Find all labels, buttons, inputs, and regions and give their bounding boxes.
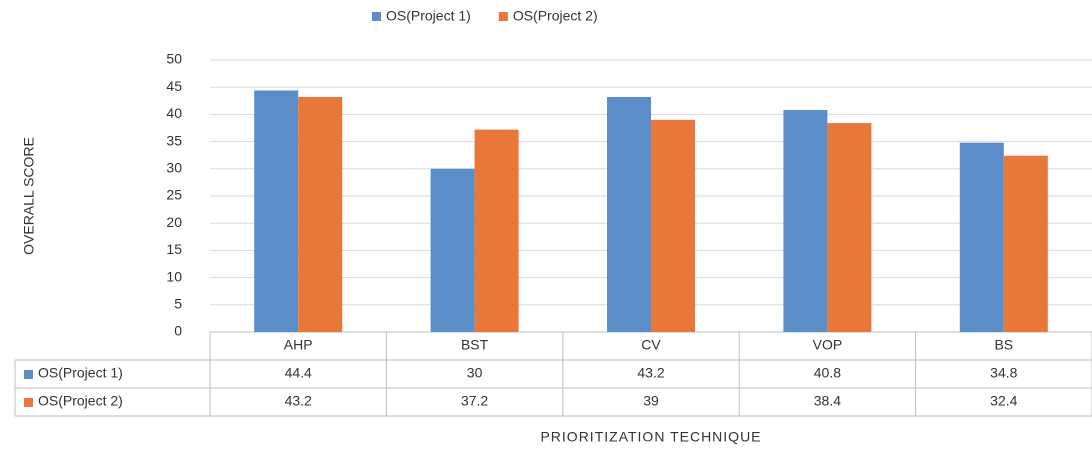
table-swatch	[24, 370, 33, 379]
bar	[474, 129, 519, 332]
table-value: 37.2	[461, 393, 488, 409]
bar	[254, 90, 299, 333]
y-tick-label: 30	[166, 160, 182, 176]
x-tick-label: CV	[641, 337, 661, 353]
bar	[607, 96, 651, 332]
table-swatch	[24, 398, 33, 407]
x-axis-label: PRIORITIZATION TECHNIQUE	[540, 429, 761, 445]
legend-swatch	[372, 12, 381, 21]
bar	[783, 110, 828, 332]
y-tick-label: 40	[166, 105, 182, 121]
table-value: 43.2	[637, 365, 664, 381]
y-tick-label: 50	[166, 51, 182, 67]
table-value: 43.2	[285, 393, 312, 409]
y-axis-label: OVERALL SCORE	[21, 137, 37, 255]
legend-swatch	[498, 12, 508, 21]
bar	[430, 168, 475, 332]
table-value: 34.8	[990, 365, 1017, 381]
table-row-label: OS(Project 1)	[38, 365, 123, 381]
bar	[651, 119, 695, 332]
table-value: 40.8	[814, 365, 841, 381]
table-value: 30	[467, 365, 483, 381]
table-value: 44.4	[285, 365, 312, 381]
table-row-label: OS(Project 2)	[38, 393, 123, 409]
bar	[827, 123, 872, 332]
table-value: 39	[643, 393, 659, 409]
y-tick-label: 35	[166, 132, 182, 148]
x-tick-label: AHP	[284, 337, 313, 353]
bar	[959, 142, 1004, 332]
bar	[1003, 155, 1048, 332]
y-tick-label: 20	[166, 214, 182, 230]
x-tick-label: VOP	[813, 337, 843, 353]
legend-label: OS(Project 1)	[386, 8, 471, 24]
y-tick-label: 0	[174, 323, 182, 339]
x-tick-label: BS	[994, 337, 1013, 353]
x-tick-label: BST	[461, 337, 489, 353]
y-tick-label: 15	[166, 241, 182, 257]
y-tick-label: 25	[166, 187, 182, 203]
table-value: 38.4	[814, 393, 841, 409]
y-tick-label: 5	[174, 296, 182, 312]
y-tick-label: 45	[166, 78, 182, 94]
legend-label: OS(Project 2)	[513, 8, 598, 24]
y-tick-label: 10	[166, 268, 182, 284]
table-value: 32.4	[990, 393, 1017, 409]
bar	[298, 96, 343, 332]
